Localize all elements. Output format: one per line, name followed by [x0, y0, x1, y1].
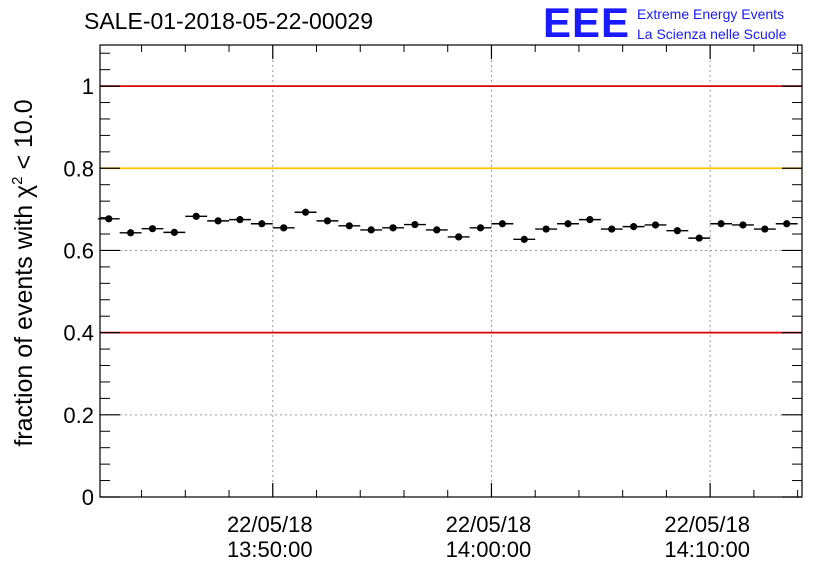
plot-frame: [99, 44, 803, 498]
x-tick-time-2: 14:10:00: [664, 537, 750, 562]
data-marker: [608, 225, 616, 233]
data-point-28: [710, 220, 733, 228]
y-tick-label-5: 1: [82, 74, 94, 99]
data-marker: [739, 221, 747, 229]
logo-line-1: Extreme Energy Events: [637, 6, 785, 22]
data-point-19: [513, 235, 536, 243]
data-marker: [695, 234, 703, 242]
data-point-1: [119, 229, 142, 237]
data-point-21: [557, 220, 579, 228]
data-marker: [498, 220, 506, 228]
data-point-13: [382, 224, 404, 232]
data-marker: [783, 220, 791, 228]
x-tick-time-1: 14:00:00: [446, 537, 532, 562]
x-tick-date-1: 22/05/18: [446, 512, 532, 537]
data-point-22: [578, 216, 601, 224]
y-tick-label-0: 0: [82, 485, 94, 510]
data-marker: [345, 222, 353, 230]
data-point-29: [732, 221, 754, 229]
y-tick-label-3: 0.6: [63, 238, 94, 263]
data-marker: [192, 212, 200, 220]
reference-lines: [100, 85, 802, 334]
x-tick-date-0: 22/05/18: [227, 512, 313, 537]
y-tick-label-1: 0.2: [63, 403, 94, 428]
data-marker: [586, 216, 594, 224]
y-axis-label: fraction of events with χ2 < 10.0: [9, 99, 38, 446]
data-marker: [301, 208, 310, 216]
data-point-6: [229, 216, 251, 224]
data-marker: [673, 227, 681, 235]
data-point-12: [360, 226, 383, 234]
data-point-2: [141, 225, 164, 233]
data-marker: [367, 226, 375, 234]
data-marker: [280, 224, 288, 232]
data-point-14: [403, 220, 426, 229]
data-marker: [127, 229, 135, 237]
data-marker: [258, 220, 266, 228]
data-marker: [651, 221, 660, 229]
data-marker: [148, 225, 157, 233]
data-point-31: [775, 220, 798, 228]
data-marker: [389, 224, 397, 232]
axis-ticks: [100, 45, 802, 498]
data-point-9: [294, 208, 317, 216]
data-marker: [433, 226, 441, 234]
data-marker: [542, 225, 550, 233]
data-point-27: [688, 234, 711, 242]
data-point-17: [469, 224, 492, 232]
chart-title: SALE-01-2018-05-22-00029: [84, 8, 373, 34]
data-point-4: [185, 212, 208, 220]
data-marker: [520, 235, 528, 243]
data-marker: [564, 220, 572, 228]
data-point-11: [338, 222, 361, 230]
data-marker: [214, 217, 222, 225]
data-point-3: [163, 228, 186, 236]
data-point-15: [425, 226, 448, 234]
data-point-0: [97, 215, 120, 223]
data-series: [97, 208, 798, 243]
data-point-23: [600, 225, 623, 233]
data-marker: [476, 224, 485, 232]
data-point-25: [644, 221, 667, 229]
data-point-30: [753, 225, 776, 233]
axis-labels: 00.20.40.60.8122/05/1813:50:0022/05/1814…: [63, 74, 750, 562]
x-tick-date-2: 22/05/18: [664, 512, 750, 537]
data-marker: [630, 223, 638, 231]
ylabel-superscript: 2: [9, 176, 26, 184]
data-marker: [761, 225, 769, 233]
data-marker: [455, 233, 463, 241]
x-tick-time-0: 13:50:00: [227, 537, 313, 562]
data-marker: [323, 217, 332, 225]
data-marker: [105, 215, 113, 223]
data-marker: [717, 220, 725, 228]
data-point-8: [272, 224, 295, 232]
logo-mark: EEE: [543, 0, 631, 46]
data-point-26: [666, 227, 689, 235]
data-point-10: [316, 217, 339, 225]
data-marker: [236, 216, 244, 224]
logo-line-2: La Scienza nelle Scuole: [637, 26, 787, 42]
data-marker: [411, 220, 419, 229]
y-tick-label-4: 0.8: [63, 156, 94, 181]
data-point-20: [535, 225, 558, 233]
data-point-18: [491, 220, 514, 228]
data-point-16: [447, 233, 470, 241]
ylabel-chi-symbol: χ: [10, 185, 38, 198]
data-marker: [170, 228, 178, 236]
y-tick-label-2: 0.4: [63, 321, 94, 346]
data-point-7: [250, 220, 273, 228]
data-point-5: [207, 217, 230, 225]
grid-layer: [100, 45, 802, 497]
data-point-24: [622, 223, 645, 231]
